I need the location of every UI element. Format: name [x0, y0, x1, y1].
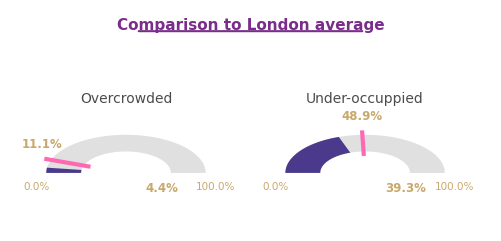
Text: Overcrowded: Overcrowded — [80, 92, 172, 106]
Text: 48.9%: 48.9% — [341, 110, 383, 123]
Text: 11.1%: 11.1% — [21, 138, 62, 151]
Text: 100.0%: 100.0% — [196, 182, 235, 192]
Text: 0.0%: 0.0% — [263, 182, 289, 192]
Polygon shape — [46, 168, 82, 173]
Text: Comparison to London average: Comparison to London average — [117, 18, 384, 33]
Text: 4.4%: 4.4% — [146, 182, 179, 195]
Polygon shape — [286, 135, 445, 173]
Polygon shape — [286, 137, 350, 173]
Text: 100.0%: 100.0% — [435, 182, 474, 192]
Text: Under-occuppied: Under-occuppied — [306, 92, 424, 106]
Polygon shape — [46, 135, 205, 173]
Text: 39.3%: 39.3% — [385, 182, 426, 195]
Text: 0.0%: 0.0% — [23, 182, 50, 192]
